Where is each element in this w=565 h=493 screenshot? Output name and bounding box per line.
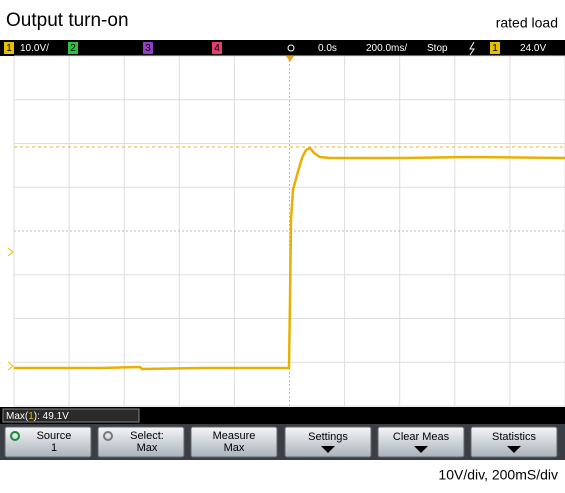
trigger-icon bbox=[469, 41, 475, 56]
trigger-channel: 1 bbox=[492, 43, 498, 54]
softkey-face[interactable] bbox=[190, 426, 278, 458]
ground-marker bbox=[7, 247, 14, 257]
trigger-level: 24.0V bbox=[520, 43, 546, 54]
softkey-label[interactable]: Source bbox=[37, 430, 72, 442]
ch3-label: 3 bbox=[145, 43, 151, 54]
ch1-scale: 10.0V/ bbox=[20, 43, 49, 54]
measurement-channel: 1 bbox=[28, 411, 34, 422]
softkey-arrow[interactable] bbox=[414, 446, 428, 453]
softkey[interactable]: Settings bbox=[284, 426, 372, 458]
softkey-arrow[interactable] bbox=[321, 446, 335, 453]
ch4-label: 4 bbox=[214, 43, 220, 54]
ch2-label: 2 bbox=[70, 43, 76, 54]
delay: 0.0s bbox=[318, 43, 337, 54]
footer: 10V/div, 200mS/div bbox=[438, 467, 558, 483]
softkey[interactable]: Statistics bbox=[470, 426, 558, 458]
ch1-label: 1 bbox=[6, 43, 12, 54]
softkey-face[interactable] bbox=[377, 426, 465, 458]
waveform bbox=[14, 146, 565, 371]
measurement-bar bbox=[0, 407, 565, 424]
softkey-label[interactable]: Statistics bbox=[492, 431, 537, 443]
condition: rated load bbox=[496, 15, 558, 31]
ground-marker bbox=[7, 361, 14, 371]
trigger-channel-badge bbox=[490, 42, 500, 54]
softkey-knob-icon[interactable] bbox=[10, 431, 20, 441]
softkey-face[interactable] bbox=[97, 426, 185, 458]
ch4-badge bbox=[212, 42, 222, 54]
measurement: Max(1): 49.1V bbox=[6, 411, 69, 422]
softkey-value[interactable]: 1 bbox=[51, 442, 57, 454]
softkey-face[interactable] bbox=[284, 426, 372, 458]
ch3-badge bbox=[143, 42, 153, 54]
ch1-badge bbox=[4, 42, 14, 54]
softkey-knob-icon[interactable] bbox=[103, 431, 113, 441]
status-bar bbox=[0, 40, 565, 56]
softkey-label[interactable]: Measure bbox=[213, 430, 256, 442]
softkey-value[interactable]: Max bbox=[137, 442, 158, 454]
title: Output turn-on bbox=[6, 10, 129, 31]
timebase: 200.0ms/ bbox=[366, 43, 407, 54]
softkey[interactable]: Clear Meas bbox=[377, 426, 465, 458]
trigger-position-marker bbox=[286, 56, 294, 62]
softkey-label[interactable]: Select: bbox=[130, 430, 164, 442]
measurement-value: ): 49.1V bbox=[34, 411, 69, 422]
softkey[interactable]: Select:Max bbox=[97, 426, 185, 458]
softkey-label[interactable]: Clear Meas bbox=[393, 431, 450, 443]
softkey-face[interactable] bbox=[4, 426, 92, 458]
ch2-badge bbox=[68, 42, 78, 54]
softkey-arrow[interactable] bbox=[507, 446, 521, 453]
softkey-value[interactable]: Max bbox=[224, 442, 245, 454]
measurement-box bbox=[2, 408, 140, 423]
softkey-face[interactable] bbox=[470, 426, 558, 458]
run-mode: Stop bbox=[427, 43, 448, 54]
softkey-label[interactable]: Settings bbox=[308, 431, 348, 443]
delay-icon bbox=[287, 44, 295, 52]
measurement-label: Max( bbox=[6, 411, 29, 422]
